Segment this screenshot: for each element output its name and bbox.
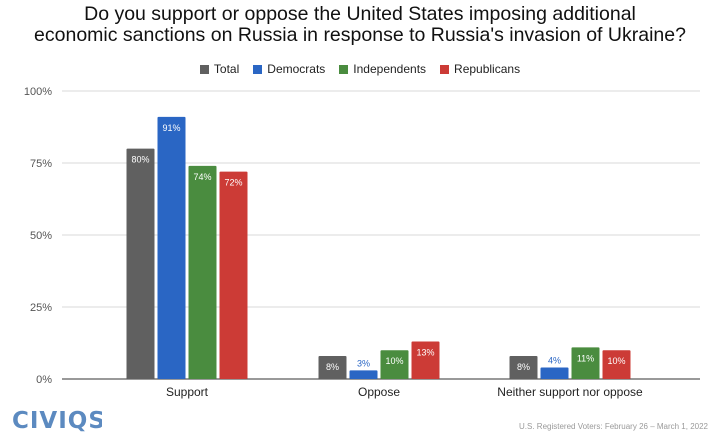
data-label: 74%	[193, 172, 211, 182]
bar-democrats-1	[157, 116, 186, 380]
bar-total-1	[126, 148, 155, 379]
legend-label-democrats: Democrats	[267, 62, 326, 76]
legend-item-total: Total	[199, 62, 240, 76]
bar-total-2	[318, 355, 347, 379]
y-tick-label: 25%	[30, 302, 52, 314]
y-tick-label: 50%	[30, 230, 52, 242]
civiqs-logo: CIVIQS	[12, 408, 102, 434]
civiqs-logo-text: CIVIQS	[12, 408, 102, 434]
bar-independents-1	[188, 165, 217, 379]
data-label: 10%	[607, 356, 625, 366]
y-tick-label: 100%	[24, 86, 52, 98]
source-note: U.S. Registered Voters: February 26 – Ma…	[519, 422, 708, 431]
bar-independents-3	[571, 347, 600, 379]
bar-republicans-1	[219, 171, 248, 379]
legend-label-republicans: Republicans	[454, 62, 521, 76]
y-tick-label: 0%	[36, 374, 52, 386]
legend-swatch-democrats	[253, 64, 263, 74]
legend-label-independents: Independents	[353, 62, 427, 76]
data-label: 72%	[224, 178, 242, 188]
y-tick-label: 75%	[30, 158, 52, 170]
bar-democrats-3	[540, 367, 569, 379]
legend-swatch-total	[199, 64, 209, 74]
x-tick-label: Support	[166, 385, 209, 399]
legend-item-democrats: Democrats	[253, 62, 325, 76]
chart-title: Do you support or oppose the United Stat…	[0, 4, 720, 46]
chart-title-line-2: economic sanctions on Russia in response…	[34, 24, 686, 46]
data-label: 91%	[162, 123, 180, 133]
data-label: 8%	[517, 362, 530, 372]
bar-democrats-2	[349, 370, 378, 379]
data-label: 13%	[416, 348, 434, 358]
data-label: 10%	[385, 356, 403, 366]
data-label: 11%	[577, 353, 594, 363]
bar-independents-2	[380, 350, 409, 379]
legend-swatch-independents	[339, 64, 349, 74]
data-label: 80%	[131, 155, 149, 165]
x-tick-label: Neither support nor oppose	[497, 385, 643, 399]
data-label: 3%	[357, 358, 370, 368]
bar-total-3	[509, 355, 538, 379]
x-tick-label: Oppose	[358, 385, 400, 399]
legend-item-independents: Independents	[339, 62, 426, 76]
bar-republicans-2	[411, 341, 440, 379]
chart-title-line-1: Do you support or oppose the United Stat…	[84, 3, 636, 25]
bar-republicans-3	[602, 350, 631, 379]
legend-label-total: Total	[213, 62, 240, 76]
data-label: 4%	[548, 355, 561, 365]
chart-legend: Total Democrats Independents Republicans	[0, 62, 720, 76]
legend-item-republicans: Republicans	[440, 62, 520, 76]
legend-swatch-republicans	[440, 64, 450, 74]
data-label: 8%	[326, 362, 339, 372]
